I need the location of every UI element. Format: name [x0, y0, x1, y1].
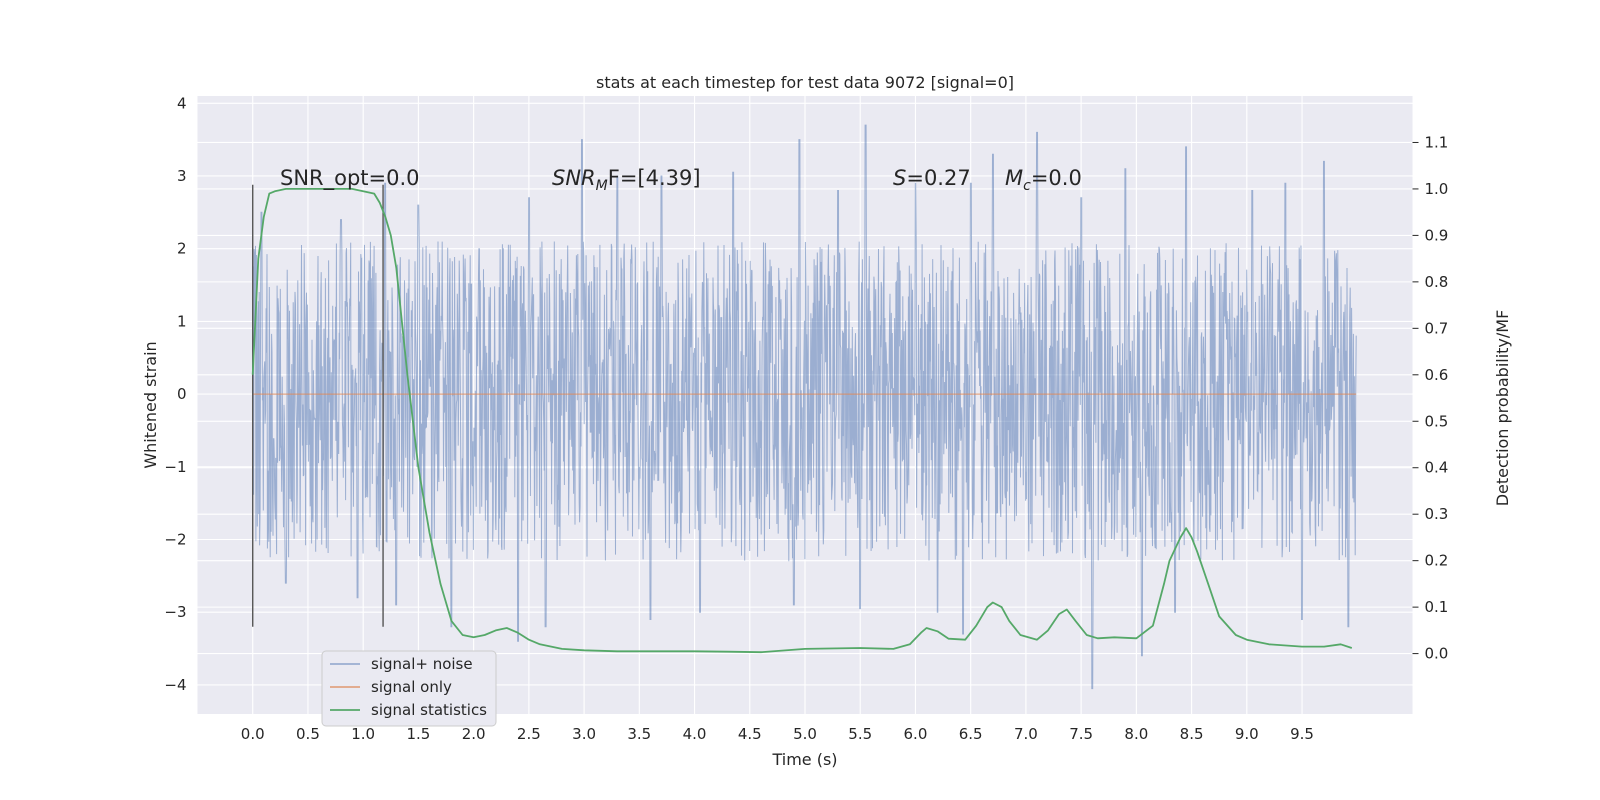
y-tick-label: 0 [177, 385, 187, 403]
annotations: SNR_opt=0.0 SNRMF=[4.39] S=0.27 Mc=0.0 [280, 166, 1082, 194]
x-tick-label: 6.0 [904, 725, 928, 743]
x-tick-label: 4.5 [738, 725, 762, 743]
series-line-signal-statistics [251, 187, 1353, 654]
y-tick-label: 3 [177, 167, 187, 185]
x-tick-label: 3.0 [572, 725, 596, 743]
y2-tick-label: 1.1 [1425, 133, 1449, 151]
legend: signal+ noise signal only signal statist… [321, 650, 497, 727]
y2-tick-label: 0.5 [1425, 412, 1449, 430]
y-tick-label: −4 [164, 676, 186, 694]
y2-tick-label: 0.0 [1425, 645, 1449, 663]
x-tick-label: 1.5 [406, 725, 430, 743]
x-tick-label: 9.0 [1235, 725, 1259, 743]
x-tick-label: 0.0 [241, 725, 265, 743]
y2-tick-label: 0.3 [1425, 505, 1449, 523]
y2-tick-label: 0.4 [1425, 459, 1449, 477]
annotation-mc: Mc=0.0 [1005, 166, 1082, 194]
x-tick-label: 2.0 [462, 725, 486, 743]
y2-tick-label: 0.1 [1425, 598, 1449, 616]
y-tick-label: −1 [164, 458, 186, 476]
series-line-signal-noise [252, 124, 1357, 690]
y-tick-label: 4 [177, 94, 187, 112]
x-tick-label: 4.0 [683, 725, 707, 743]
y-tick-label: −2 [164, 531, 186, 549]
y-tick-label: 2 [177, 240, 187, 258]
noise-series [252, 124, 1357, 690]
y-tick-label: −3 [164, 603, 186, 621]
x-tick-label: 8.5 [1180, 725, 1204, 743]
y2-tick-label: 0.7 [1425, 319, 1449, 337]
x-tick-label: 7.5 [1069, 725, 1093, 743]
x-axis-label: Time (s) [771, 750, 837, 769]
x-tick-label: 6.5 [959, 725, 983, 743]
y2-tick-label: 1.0 [1425, 180, 1449, 198]
y2-tick-label: 0.9 [1425, 226, 1449, 244]
legend-label-stats: signal statistics [371, 701, 487, 719]
x-tick-label: 5.5 [848, 725, 872, 743]
chart-title: stats at each timestep for test data 907… [596, 73, 1014, 92]
stats-series [251, 187, 1353, 654]
annotation-snr-opt: SNR_opt=0.0 [280, 166, 420, 191]
x-tick-label: 2.5 [517, 725, 541, 743]
x-tick-label: 3.5 [627, 725, 651, 743]
y2-tick-label: 0.6 [1425, 366, 1449, 384]
legend-box [321, 650, 497, 727]
x-tick-label: 7.0 [1014, 725, 1038, 743]
annotation-s: S=0.27 [893, 166, 971, 190]
x-tick-label: 5.0 [793, 725, 817, 743]
legend-label-noise: signal+ noise [371, 655, 473, 673]
ticks: 0.0 0.5 1.0 1.5 2.0 2.5 3.0 3.5 4.0 4.5 5.0 5.5 6.0 6… [164, 94, 1448, 743]
legend-label-signal-only: signal only [371, 678, 452, 696]
x-tick-label: 0.5 [296, 725, 320, 743]
time-markers [252, 184, 384, 627]
x-tick-label: 8.0 [1124, 725, 1148, 743]
y2-axis-label: Detection probability/MF [1493, 310, 1512, 507]
y-axis-label: Whitened strain [141, 341, 160, 468]
y-tick-label: 1 [177, 312, 187, 330]
x-tick-label: 1.0 [351, 725, 375, 743]
x-tick-label: 9.5 [1290, 725, 1314, 743]
y2-tick-label: 0.8 [1425, 273, 1449, 291]
y2-tick-label: 0.2 [1425, 552, 1449, 570]
annotation-snr-mf: SNRMF=[4.39] [552, 166, 701, 194]
